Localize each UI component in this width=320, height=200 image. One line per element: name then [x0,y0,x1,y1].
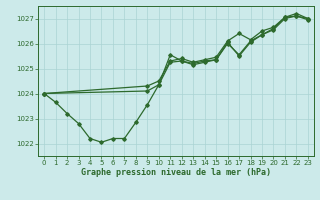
X-axis label: Graphe pression niveau de la mer (hPa): Graphe pression niveau de la mer (hPa) [81,168,271,177]
